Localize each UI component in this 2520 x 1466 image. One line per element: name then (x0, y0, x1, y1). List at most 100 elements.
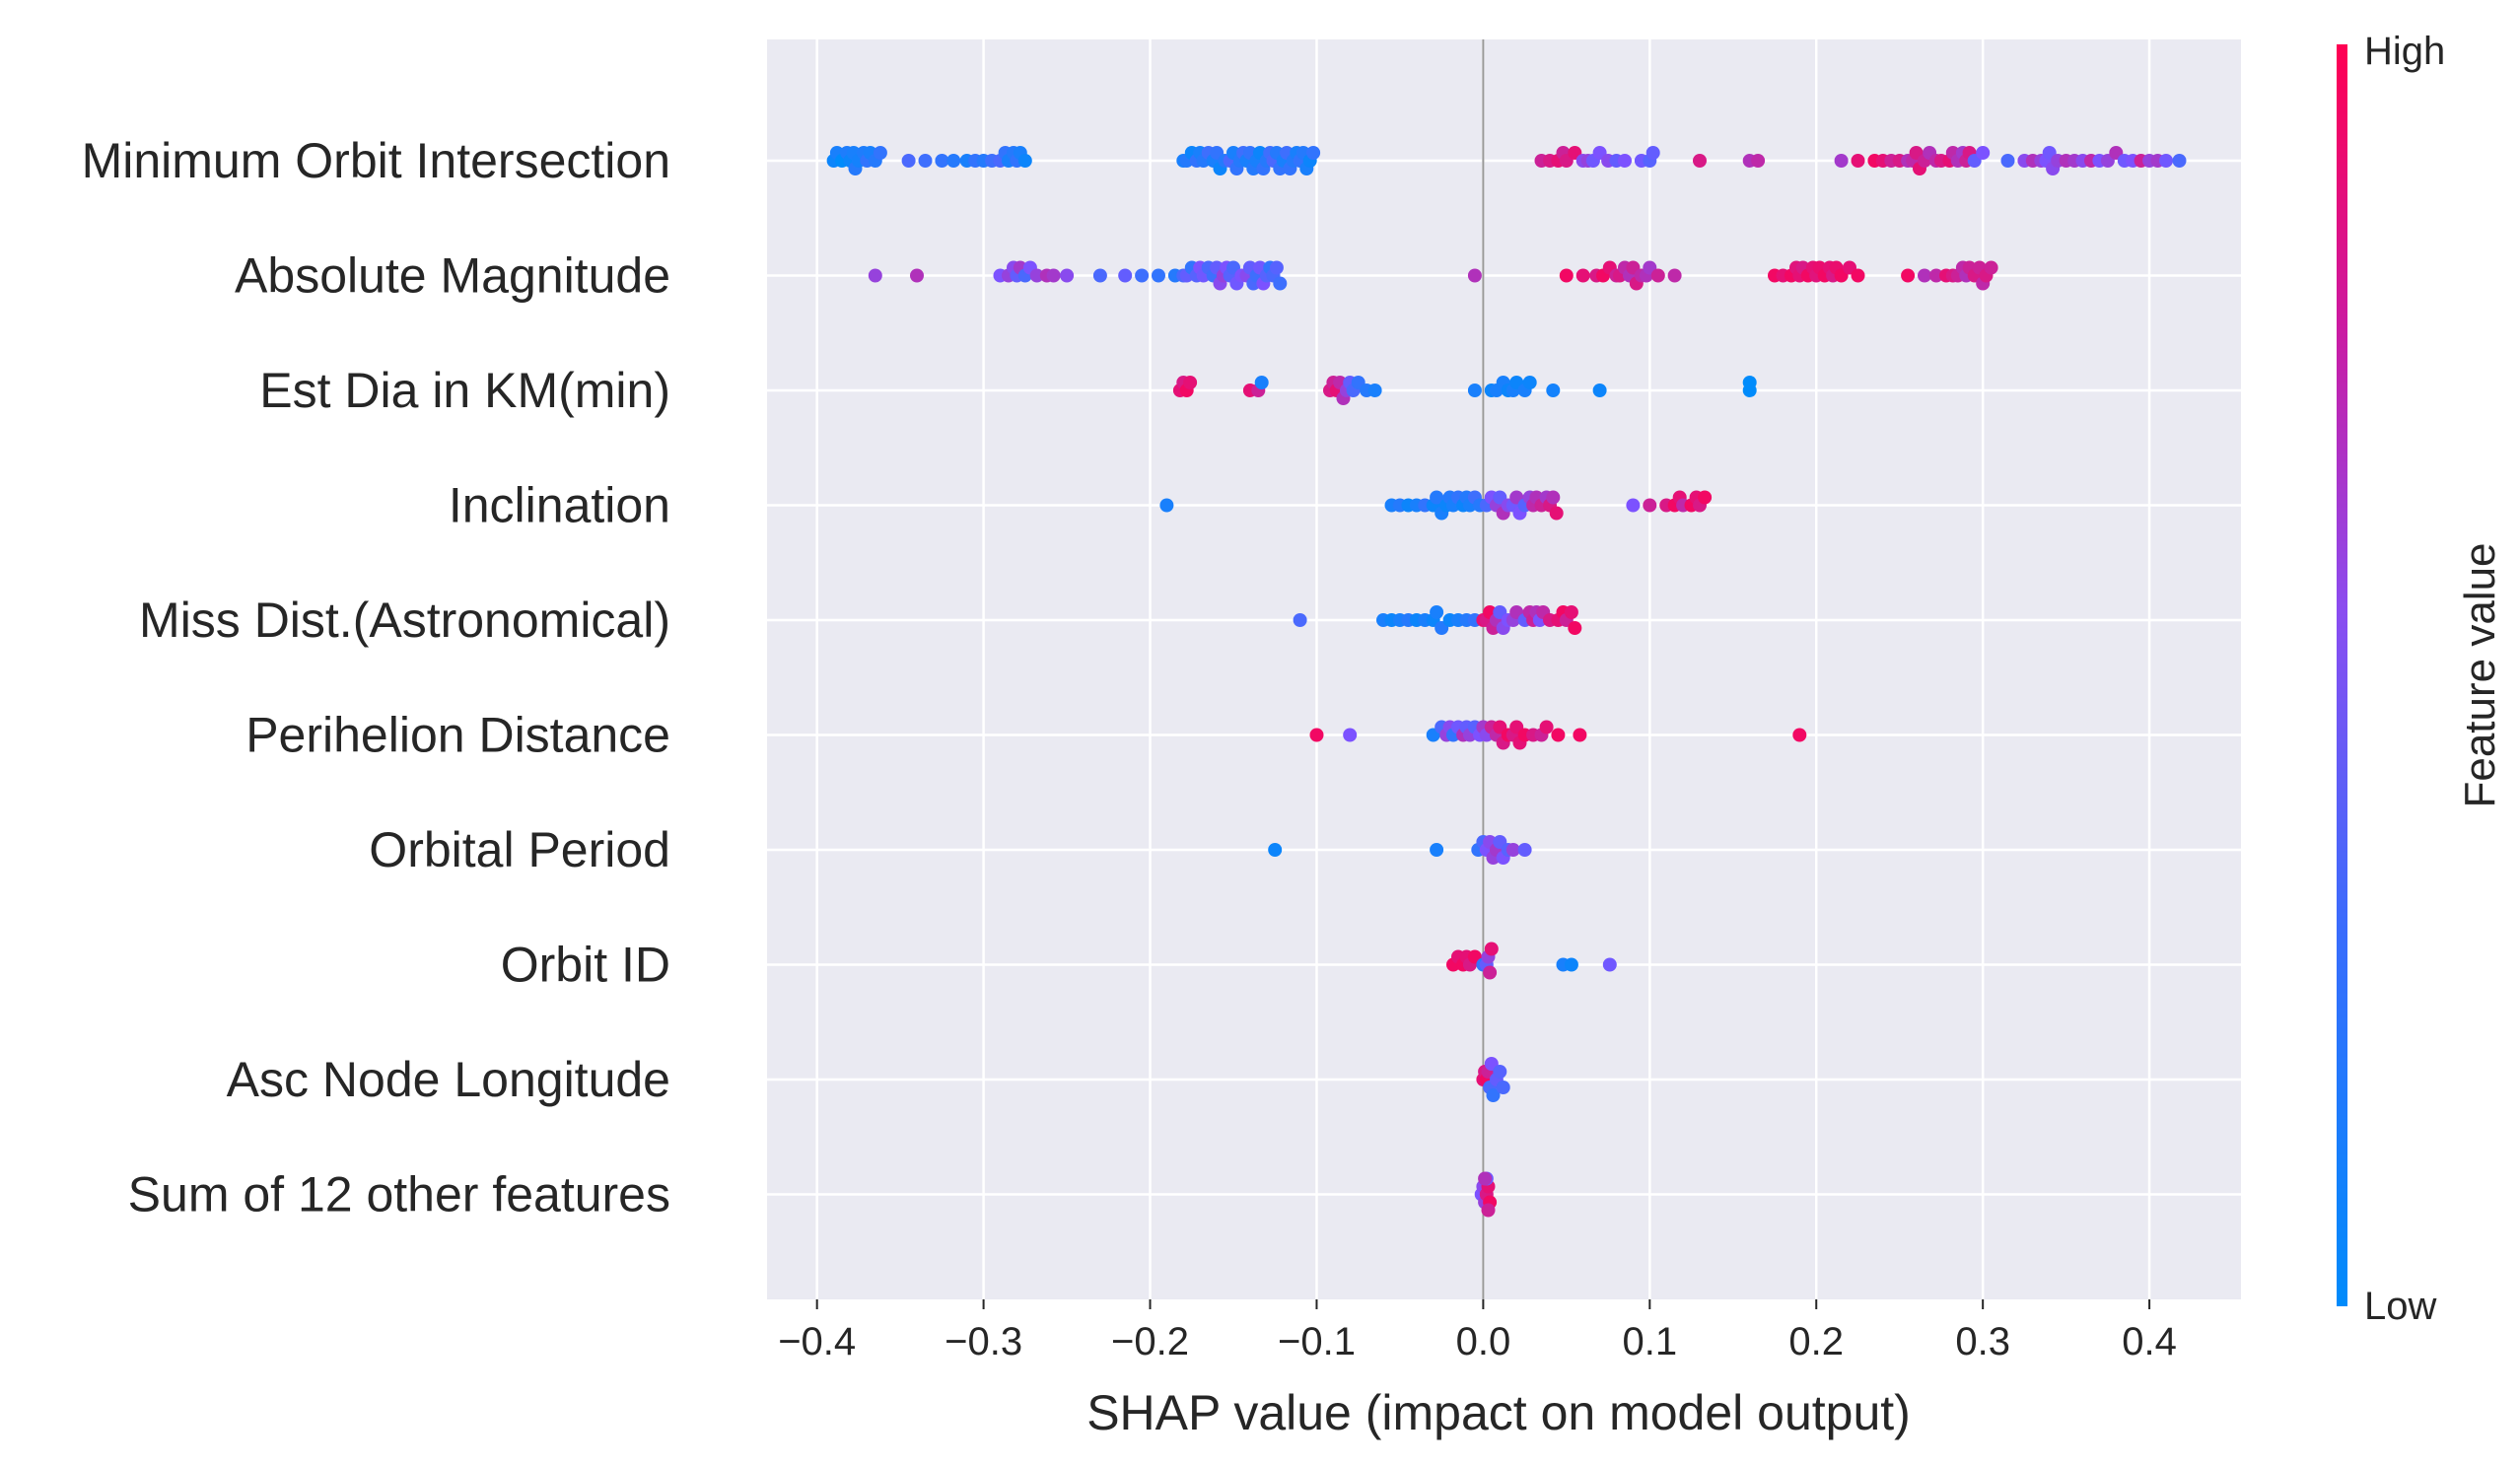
feature-label: Orbital Period (369, 822, 670, 877)
shap-point (2172, 154, 2187, 168)
shap-point (1618, 154, 1632, 168)
colorbar (2337, 44, 2347, 1306)
feature-label: Sum of 12 other features (128, 1167, 670, 1222)
shap-point (918, 154, 933, 168)
shap-point (1367, 384, 1382, 397)
shap-point (1254, 376, 1269, 389)
shap-point (901, 154, 916, 168)
shap-point (1698, 490, 1713, 505)
shap-points (826, 146, 2187, 1218)
shap-point (1467, 384, 1482, 397)
shap-point (1517, 843, 1532, 857)
shap-point (1268, 843, 1283, 857)
x-tick-label: −0.1 (1278, 1320, 1356, 1363)
shap-point (1478, 1171, 1493, 1186)
shap-point (1539, 720, 1554, 734)
shap-point (1645, 146, 1660, 160)
x-tick-label: 0.0 (1456, 1320, 1511, 1363)
shap-point (1430, 490, 1444, 505)
shap-point (1834, 154, 1849, 168)
shap-point (1564, 957, 1578, 972)
shap-point (868, 268, 882, 283)
feature-label: Inclination (449, 478, 670, 533)
shap-point (1976, 146, 1991, 160)
shap-point (910, 268, 924, 283)
shap-point (2159, 154, 2173, 168)
shap-point (1118, 268, 1133, 283)
shap-point (1493, 1065, 1507, 1079)
shap-point (935, 154, 949, 168)
shap-point (1928, 268, 1943, 283)
x-tick-label: −0.4 (778, 1320, 856, 1363)
plot-area (767, 39, 2241, 1299)
shap-point (1901, 268, 1916, 283)
colorbar-title: Feature value (2456, 542, 2504, 807)
shap-point (1573, 728, 1587, 742)
shap-point (1306, 146, 1321, 160)
shap-point (1667, 268, 1682, 283)
shap-point (1496, 1081, 1510, 1094)
shap-point (1486, 1088, 1501, 1102)
x-tick-label: 0.3 (1955, 1320, 2010, 1363)
x-tick-label: −0.2 (1111, 1320, 1189, 1363)
shap-point (1046, 268, 1061, 283)
shap-point (1269, 260, 1284, 275)
shap-point (1152, 268, 1165, 283)
shap-point (1135, 268, 1150, 283)
shap-point (1309, 728, 1324, 742)
shap-point (1643, 498, 1657, 513)
colorbar-low-label: Low (2364, 1285, 2436, 1328)
shap-point (1159, 498, 1174, 513)
feature-label: Minimum Orbit Intersection (82, 133, 670, 188)
colorbar-high-label: High (2364, 30, 2445, 73)
shap-point (1693, 154, 1707, 168)
shap-point (1575, 268, 1590, 283)
shap-point (1343, 728, 1358, 742)
shap-point (1851, 268, 1865, 283)
shap-point (1060, 268, 1075, 283)
x-tick-label: 0.4 (2122, 1320, 2177, 1363)
shap-point (1592, 384, 1607, 397)
shap-point (1484, 942, 1499, 956)
feature-label: Asc Node Longitude (227, 1052, 670, 1107)
shap-point (1792, 728, 1807, 742)
shap-point (1017, 154, 1032, 168)
shap-point (1549, 506, 1564, 521)
shap-point (1273, 276, 1288, 291)
shap-point (1430, 843, 1444, 857)
shap-point (1467, 268, 1482, 283)
shap-point (2000, 154, 2015, 168)
shap-point (1559, 268, 1574, 283)
shap-point (1568, 621, 1582, 635)
shap-point (1551, 728, 1566, 742)
shap-point (1546, 490, 1561, 505)
feature-label: Miss Dist.(Astronomical) (139, 593, 670, 648)
feature-label: Perihelion Distance (245, 708, 670, 763)
shap-point (1650, 268, 1665, 283)
shap-point (1851, 154, 1865, 168)
feature-label: Absolute Magnitude (235, 248, 670, 304)
shap-point (1183, 376, 1198, 389)
x-axis-title: SHAP value (impact on model output) (1086, 1385, 1911, 1440)
shap-point (1742, 376, 1757, 389)
shap-point (1522, 376, 1537, 389)
x-tick-label: 0.2 (1788, 1320, 1844, 1363)
shap-point (1564, 605, 1578, 619)
shap-point (1293, 613, 1307, 627)
shap-point (946, 154, 961, 168)
shap-point (1483, 965, 1498, 980)
x-axis-ticks: −0.4 −0.3 −0.2 −0.1 0.0 0.1 0.2 0.3 0.4 (778, 1299, 2177, 1363)
shap-point (1430, 605, 1444, 619)
shap-point (1029, 268, 1044, 283)
feature-labels: Minimum Orbit Intersection Absolute Magni… (82, 133, 670, 1222)
feature-label: Orbit ID (501, 938, 670, 993)
x-tick-label: 0.1 (1623, 1320, 1678, 1363)
shap-point (1481, 1203, 1496, 1218)
shap-point (1092, 268, 1107, 283)
shap-point (1602, 957, 1617, 972)
feature-label: Est Dia in KM(min) (259, 363, 670, 418)
shap-point (873, 146, 887, 160)
shap-point (1626, 498, 1641, 513)
shap-point (1918, 268, 1931, 283)
